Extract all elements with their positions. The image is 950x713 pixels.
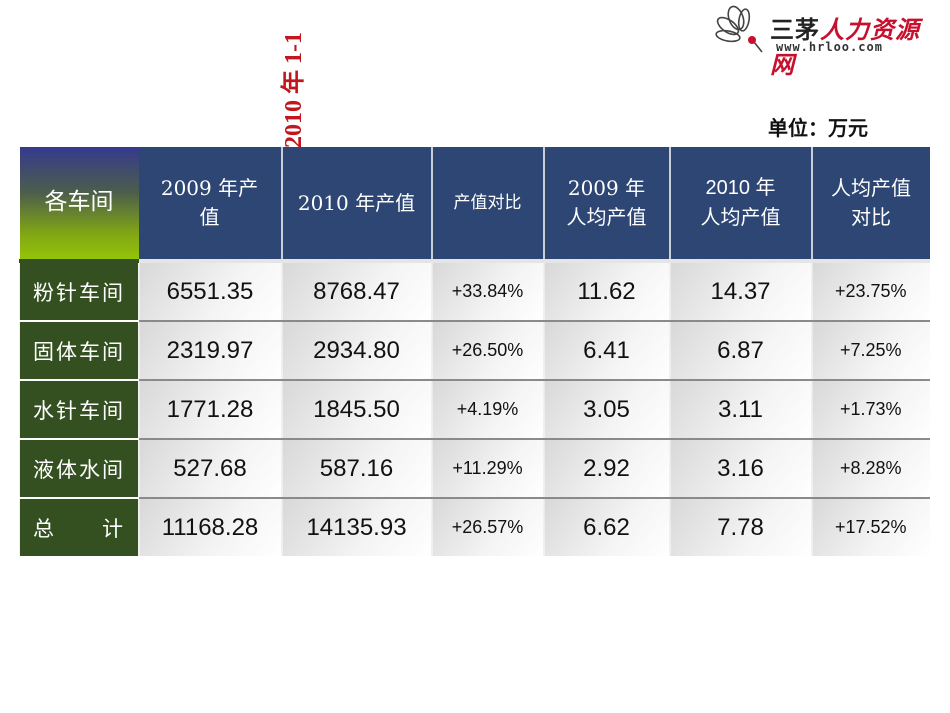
vertical-slide-title: 2010 年 1-1 [280,0,314,148]
header-per-capita-change: 人均产值 对比 [811,147,930,261]
output-change: +33.84% [431,259,544,321]
output-2010: 14135.93 [281,497,432,556]
output-2009: 2319.97 [138,320,282,380]
per-capita-2010: 7.78 [669,497,812,556]
output-change: +26.57% [431,497,544,556]
workshop-name: 总 计 [19,497,139,556]
table-row: 固体车间 2319.97 2934.80 +26.50% 6.41 6.87 +… [19,320,930,380]
header-workshop: 各车间 [19,147,139,261]
per-capita-change: +17.52% [811,497,930,556]
workshop-name: 固体车间 [19,320,139,380]
per-capita-2010: 3.11 [669,379,812,439]
table-row-total: 总 计 11168.28 14135.93 +26.57% 6.62 7.78 … [19,497,930,556]
per-capita-2009: 6.62 [543,497,670,556]
output-change: +11.29% [431,438,544,498]
per-capita-change: +7.25% [811,320,930,380]
output-2010: 1845.50 [281,379,432,439]
header-text: 人均产值 [700,204,781,229]
per-capita-change: +1.73% [811,379,930,439]
per-capita-change: +23.75% [811,259,930,321]
header-text: 2010 年产值 [297,190,416,215]
per-capita-2009: 6.41 [543,320,670,380]
workshop-name: 粉针车间 [19,259,139,321]
logo-brand: 三茅人力资源网 [770,10,944,80]
per-capita-2010: 6.87 [669,320,812,380]
output-2009: 11168.28 [138,497,282,556]
per-capita-2010: 14.37 [669,259,812,321]
header-output-2009: 2009 年产值 [138,147,283,261]
company-logo: 三茅人力资源网 www.hrloo.com [714,4,944,79]
logo-brand-red: 人力资源网 [770,17,920,79]
unit-label: 单位：万元 [768,118,868,140]
per-capita-2009: 2.92 [543,438,670,498]
header-output-2010: 2010 年产值 [281,147,433,261]
header-text: 2010 年 [705,176,776,199]
table-row: 水针车间 1771.28 1845.50 +4.19% 3.05 3.11 +1… [19,379,930,439]
logo-brand-black: 三茅 [770,17,820,44]
per-capita-change: +8.28% [811,438,930,498]
output-2010: 2934.80 [281,320,432,380]
header-per-capita-2010: 2010 年人均产值 [669,147,813,261]
workshop-name: 液体水间 [19,438,139,498]
production-table: 各车间 2009 年产值 2010 年产值 产值对比 2009 年人均产值 20… [19,147,930,556]
slide-title-text: 2010 年 1-1 [281,32,307,148]
table-row: 液体水间 527.68 587.16 +11.29% 2.92 3.16 +8.… [19,438,930,498]
header-text: 产值对比 [453,192,522,213]
per-capita-2009: 11.62 [543,259,670,321]
output-2009: 1771.28 [138,379,282,439]
workshop-name: 水针车间 [19,379,139,439]
output-change: +4.19% [431,379,544,439]
header-text: 对比 [851,205,891,229]
output-change: +26.50% [431,320,544,380]
header-text: 2009 年 [567,176,646,200]
logo-url: www.hrloo.com [776,40,883,54]
output-2010: 8768.47 [281,259,432,321]
badminton-shuttlecock-icon [715,5,763,53]
output-2009: 6551.35 [138,259,282,321]
header-text: 各车间 [44,189,114,216]
header-per-capita-2009: 2009 年人均产值 [543,147,671,261]
per-capita-2009: 3.05 [543,379,670,439]
header-text: 人均产值 [831,176,911,200]
header-output-change: 产值对比 [431,147,545,261]
table-row: 粉针车间 6551.35 8768.47 +33.84% 11.62 14.37… [19,259,930,321]
per-capita-2010: 3.16 [669,438,812,498]
header-text: 值 [199,205,220,229]
output-2010: 587.16 [281,438,432,498]
header-text: 2009 年产 [160,176,259,200]
header-row: 各车间 2009 年产值 2010 年产值 产值对比 2009 年人均产值 20… [19,147,930,261]
output-2009: 527.68 [138,438,282,498]
header-text: 人均产值 [566,205,647,229]
